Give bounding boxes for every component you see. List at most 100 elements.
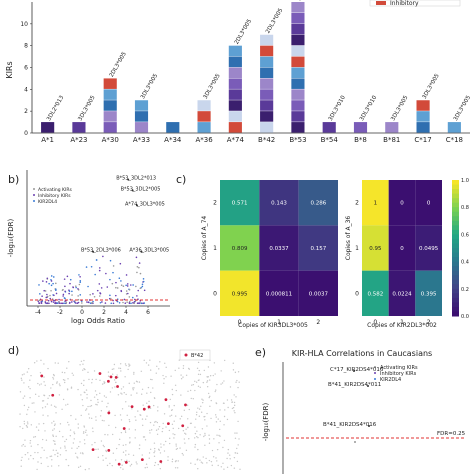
embedding-point <box>238 438 240 440</box>
bar-segment <box>291 45 305 57</box>
x-tick-label: 4 <box>124 309 128 316</box>
embedding-point <box>206 462 208 464</box>
embedding-point <box>163 450 166 452</box>
scatter-point <box>50 289 52 292</box>
colorbar-segment <box>452 211 459 217</box>
embedding-point <box>50 465 53 467</box>
heatmap-value: 0 <box>427 201 431 207</box>
embedding-point <box>215 389 217 391</box>
embedding-point <box>171 393 174 396</box>
embedding-point <box>187 418 189 420</box>
embedding-point <box>120 431 123 434</box>
bar-label: 3DL3*005 <box>77 94 96 122</box>
embedding-point <box>43 363 45 365</box>
colorbar-tick: 0.0 <box>461 314 469 320</box>
embedding-point <box>158 368 160 370</box>
embedding-point <box>211 449 214 452</box>
annotated-point <box>127 178 130 181</box>
embedding-point <box>167 459 169 462</box>
legend-marker-kir2dl4 <box>33 200 35 202</box>
embedding-point <box>223 402 225 405</box>
colorbar-segment <box>452 180 459 186</box>
scatter-point <box>125 274 128 276</box>
colorbar-segment <box>452 216 459 222</box>
scatter-point <box>68 292 70 295</box>
scatter-point <box>58 298 60 301</box>
embedding-point <box>164 440 167 443</box>
embedding-point <box>153 451 155 454</box>
scatter-point <box>127 292 129 295</box>
embedding-point <box>229 458 231 460</box>
embedding-point <box>62 436 64 438</box>
embedding-point <box>36 468 38 471</box>
heatmap-cell <box>362 180 389 226</box>
embedding-point <box>70 414 72 417</box>
scatter-point <box>94 273 96 276</box>
embedding-point <box>26 413 28 416</box>
colorbar-segment <box>452 238 459 244</box>
embedding-point <box>180 378 183 380</box>
embedding-point <box>95 448 97 451</box>
embedding-point <box>79 465 82 468</box>
embedding-point <box>203 416 205 418</box>
embedding-point <box>88 413 90 415</box>
embedding-point <box>59 423 62 425</box>
embedding-point <box>213 362 216 364</box>
scatter-point <box>98 295 101 297</box>
embedding-point <box>174 460 177 463</box>
scatter-point <box>112 265 115 267</box>
bar-segment <box>228 78 242 89</box>
heatmap-cell <box>259 270 299 316</box>
embedding-point <box>214 373 216 375</box>
colorbar-segment <box>452 248 459 254</box>
embedding-point <box>198 369 200 372</box>
scatter-point <box>87 285 89 288</box>
embedding-point <box>27 423 29 425</box>
colorbar-segment <box>452 202 459 208</box>
embedding-point <box>20 459 23 462</box>
embedding-point <box>77 423 79 425</box>
embedding-point <box>76 447 78 449</box>
embedding-point <box>111 387 114 389</box>
bar-segment <box>103 111 117 122</box>
scatter-point <box>58 302 61 305</box>
scatter-point <box>50 275 53 277</box>
embedding-point <box>100 440 103 442</box>
embedding-point <box>149 407 152 409</box>
embedding-point <box>180 415 183 418</box>
embedding-point <box>196 367 199 369</box>
embedding-point <box>27 406 30 409</box>
embedding-point <box>30 374 32 377</box>
embedding-point <box>43 376 45 378</box>
scatter-point <box>41 295 43 297</box>
bar-segment <box>260 34 274 46</box>
embedding-point <box>187 390 189 392</box>
embedding-point <box>194 443 197 446</box>
embedding-point <box>69 435 71 437</box>
embedding-point <box>140 393 143 395</box>
scatter-point <box>120 284 123 287</box>
bar-label: 3DL2*013 <box>46 94 65 122</box>
embedding-point <box>194 389 196 392</box>
embedding-point <box>210 460 213 463</box>
embedding-point <box>65 438 68 441</box>
embedding-point <box>53 428 55 430</box>
embedding-point <box>108 424 110 427</box>
heatmap-y-tick: 1 <box>355 245 359 252</box>
embedding-point <box>195 381 198 383</box>
embedding-point <box>186 404 189 406</box>
embedding-point <box>38 395 40 398</box>
heatmap-cell <box>415 270 442 316</box>
scatter-point <box>75 286 77 289</box>
panel-e-point <box>353 370 355 372</box>
scatter-point <box>115 281 117 284</box>
embedding-point <box>82 384 85 387</box>
embedding-point <box>23 404 26 407</box>
embedding-point <box>223 439 226 442</box>
embedding-point <box>134 429 137 431</box>
embedding-point <box>21 456 23 459</box>
heatmap-cell <box>220 225 260 271</box>
embedding-point <box>68 361 70 363</box>
embedding-point-b42 <box>91 448 95 451</box>
embedding-point <box>197 373 200 376</box>
